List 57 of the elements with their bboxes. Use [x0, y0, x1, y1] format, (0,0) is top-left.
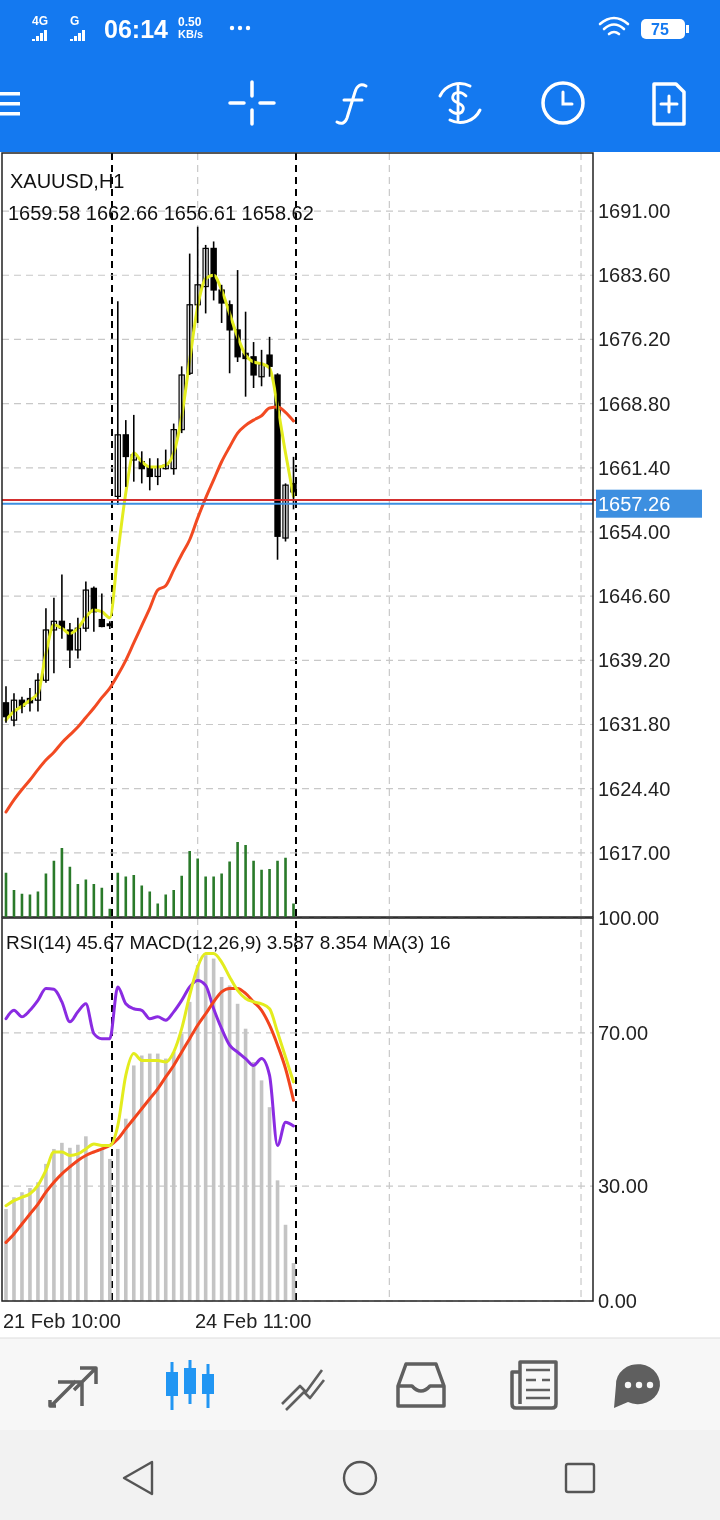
text: 21 Feb 10:00: [3, 1310, 121, 1332]
bar: [244, 845, 247, 917]
bar: [124, 876, 128, 917]
y-tick-label: 1676.20: [598, 328, 671, 351]
text: G: [70, 14, 80, 28]
bar: [156, 903, 160, 917]
bar: [260, 869, 263, 917]
y-tick-label: 1617.00: [598, 841, 671, 864]
text: RSI(14) 45.67 MACD(12,26,9) 3.587 8.354 MA(3) 16: [6, 932, 451, 953]
bar: [140, 885, 144, 917]
y-tick-label: 70.00: [598, 1021, 649, 1044]
bar: [196, 858, 199, 917]
line-series: [4, 952, 296, 1208]
bar: [228, 861, 231, 917]
bar: [172, 890, 176, 917]
y-tick-label: 1624.40: [598, 777, 671, 800]
y-tick-label: 1646.60: [598, 585, 671, 608]
line-series: [4, 986, 296, 1244]
text: 1659.58 1662.66 1656.61 1658.62: [8, 202, 314, 224]
bar: [12, 1197, 16, 1301]
text: 24 Feb 11:00: [195, 1310, 312, 1332]
bar: [4, 1209, 8, 1301]
bar: [20, 1192, 24, 1301]
text: 75: [651, 21, 669, 38]
candlestick: [266, 336, 273, 378]
bar: [236, 842, 239, 917]
bar: [188, 851, 191, 917]
text: 0.50: [178, 15, 202, 29]
bar: [204, 876, 207, 917]
line-series: [4, 978, 296, 1147]
y-tick-label: 1661.40: [598, 456, 671, 479]
text: 06:14: [104, 15, 169, 43]
line-series: [4, 405, 296, 814]
bar: [284, 857, 287, 917]
y-tick-label: 1691.00: [598, 200, 671, 223]
text: 4G: [32, 14, 49, 28]
y-tick-label: 1683.60: [598, 264, 671, 287]
bar: [164, 894, 168, 917]
bar: [148, 891, 152, 917]
text: XAUUSD,H1: [10, 170, 125, 192]
y-tick-label: 1668.80: [598, 392, 671, 415]
bar: [180, 875, 183, 917]
bar: [220, 873, 223, 917]
y-tick-label: 1654.00: [598, 520, 671, 543]
y-tick-label: 30.00: [598, 1175, 649, 1198]
bar: [276, 860, 279, 917]
bar: [212, 876, 215, 917]
y-tick-label: 1639.20: [598, 649, 671, 672]
bar: [268, 869, 271, 917]
y-tick-label: 100.00: [598, 907, 660, 929]
y-tick-label: 1631.80: [598, 713, 671, 736]
bar: [132, 875, 136, 917]
bar: [292, 903, 295, 917]
y-tick-label: 0.00: [598, 1290, 637, 1312]
text: KB/s: [178, 28, 204, 40]
ref-line-label: 1657.26: [598, 492, 671, 515]
bar: [252, 860, 255, 917]
